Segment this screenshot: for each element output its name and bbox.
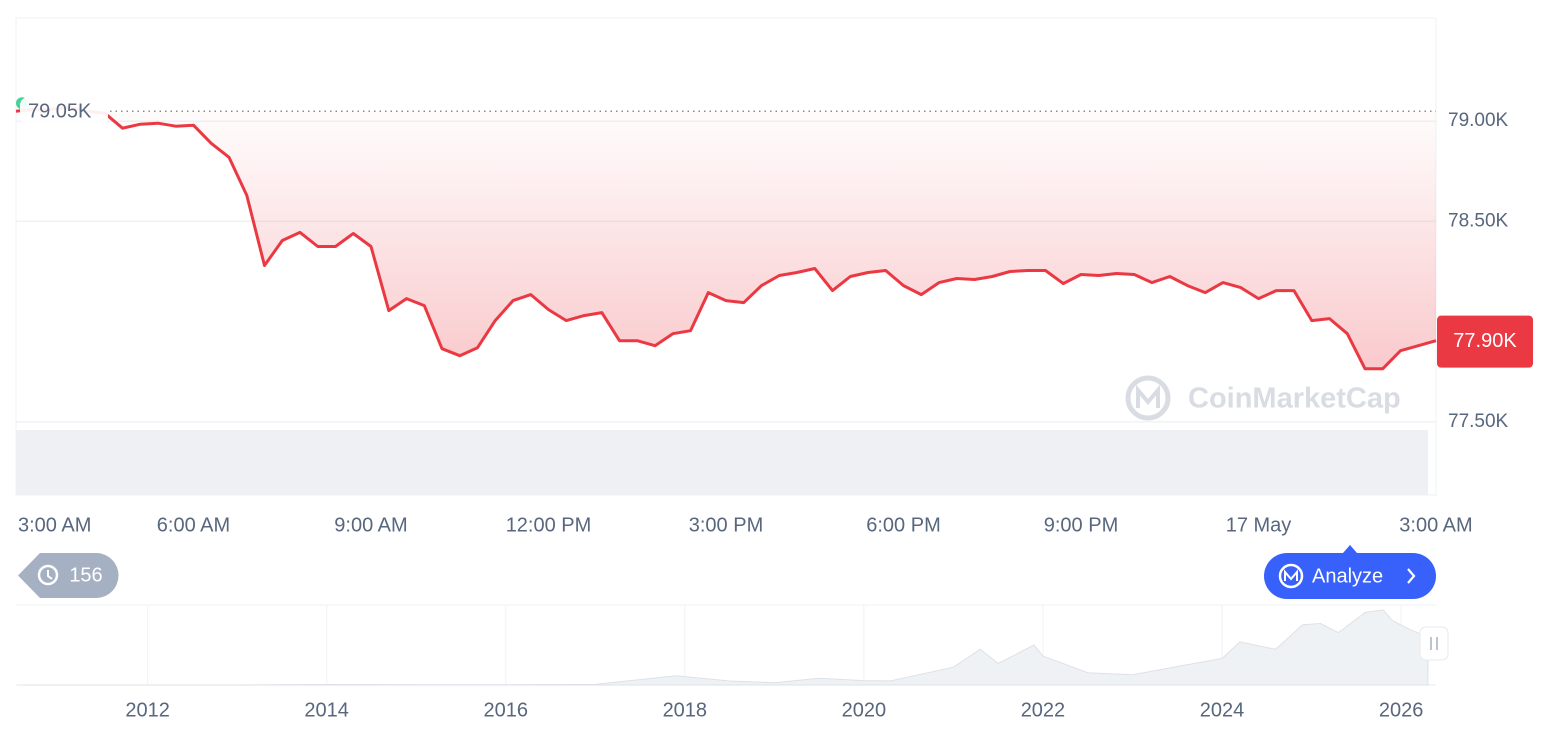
x-tick-label: 6:00 PM [866,514,940,536]
history-icon-hands [47,570,53,580]
history-pill[interactable] [18,553,119,598]
x-tick-label: 2020 [842,699,887,721]
watermark-logo [1125,375,1171,421]
x-tick-label: 2014 [304,699,349,721]
x-tick-label: 2022 [1021,699,1066,721]
analyze-pointer [1343,545,1357,553]
x-tick-label: 6:00 AM [157,514,230,536]
x-tick-label: 2016 [483,699,528,721]
y-tick-label: 79.00K [1448,110,1509,131]
analyze-logo [1278,563,1304,589]
history-button[interactable]: 156 [18,553,119,598]
y-tick-label: 78.50K [1448,210,1509,231]
history-count: 156 [69,564,102,586]
x-tick-label: 2026 [1379,699,1424,721]
watermark-logo-m [1136,384,1160,408]
x-tick-label: 9:00 AM [334,514,407,536]
analyze-button[interactable]: Analyze [1264,545,1436,599]
nav-area [22,609,1429,686]
history-icon [37,564,59,586]
x-tick-label: 2012 [125,699,170,721]
x-tick-label: 3:00 AM [18,514,91,536]
area-fill [16,107,1436,369]
handle[interactable] [1419,626,1449,661]
navigator-handle[interactable] [1419,626,1449,661]
navigator-chart: 2012 2014 2016 2018 2020 2022 2024 2026 [16,604,1436,721]
x-tick-label: 3:00 PM [689,514,763,536]
x-tick-label: 2018 [663,699,708,721]
x-tick-label: 17 May [1226,514,1292,536]
reference-label: 79.05K [28,100,92,122]
analyze-pill[interactable] [1264,553,1436,599]
last-price-badge [1437,315,1533,368]
analyze-label[interactable]: Analyze [1312,565,1383,587]
x-tick-label: 12:00 PM [506,514,592,536]
volume-area [16,430,1428,495]
analyze-logo-m [1284,569,1298,581]
y-tick-label: 77.50K [1448,411,1509,432]
watermark: CoinMarketCap [1125,375,1401,421]
price-line [15,105,1437,371]
x-tick-label: 9:00 PM [1044,514,1118,536]
main-chart: 77.50K 78.50K 79.00K 3:00 AM 6:00 AM 9:00 AM 1… [15,97,1533,536]
x-tick-label: 2024 [1200,699,1245,721]
last-price-label: 77.90K [1453,330,1517,352]
watermark-text: CoinMarketCap [1188,383,1401,415]
reference-label-box [20,97,108,126]
x-tick-label: 3:00 AM [1399,514,1472,536]
analyze-chevron [1407,568,1416,584]
